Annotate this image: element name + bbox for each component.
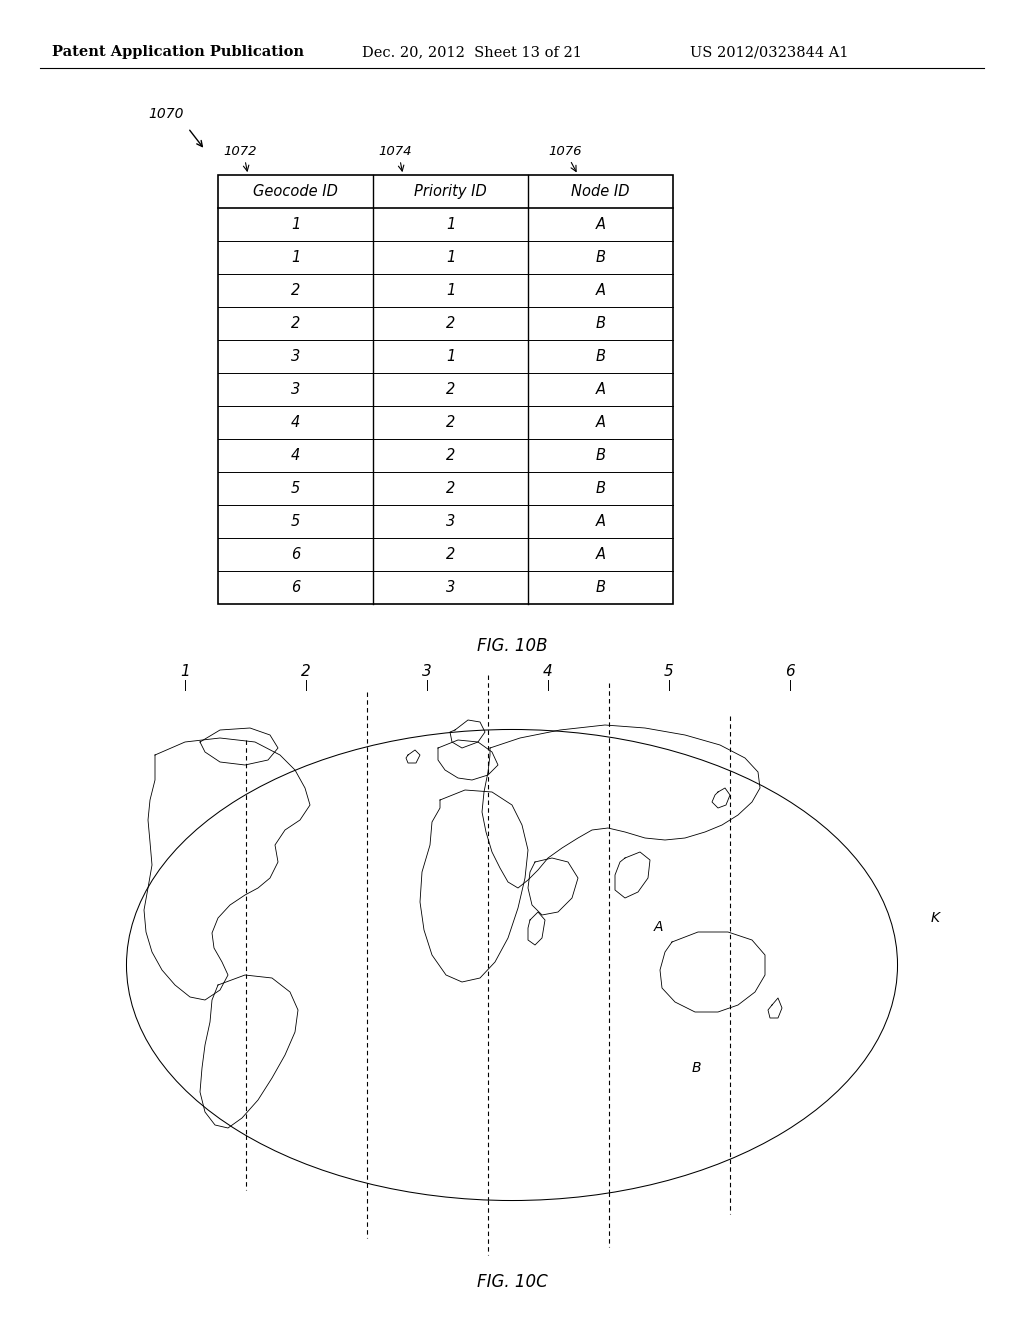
- Text: 1: 1: [291, 249, 300, 265]
- Text: 4: 4: [291, 414, 300, 430]
- Text: 2: 2: [291, 315, 300, 331]
- Text: 4: 4: [291, 447, 300, 463]
- Text: 1074: 1074: [378, 145, 412, 158]
- Text: 2: 2: [291, 282, 300, 298]
- Text: 2: 2: [445, 315, 455, 331]
- Text: 1: 1: [445, 282, 455, 298]
- Text: A: A: [596, 282, 605, 298]
- Text: 4: 4: [543, 664, 553, 680]
- Text: 2: 2: [445, 546, 455, 562]
- Text: 3: 3: [445, 513, 455, 529]
- Text: 1076: 1076: [548, 145, 582, 158]
- Text: B: B: [596, 348, 605, 364]
- Ellipse shape: [127, 730, 897, 1200]
- Text: 2: 2: [445, 381, 455, 397]
- Text: B: B: [596, 447, 605, 463]
- Text: 5: 5: [665, 664, 674, 680]
- Text: 6: 6: [291, 546, 300, 562]
- Text: A: A: [596, 546, 605, 562]
- Text: 6: 6: [291, 579, 300, 595]
- Text: A: A: [596, 216, 605, 232]
- Text: B: B: [596, 315, 605, 331]
- Text: 1: 1: [445, 348, 455, 364]
- Text: B: B: [692, 1061, 701, 1076]
- Text: A: A: [653, 920, 664, 935]
- Text: B: B: [596, 249, 605, 265]
- Text: 3: 3: [291, 348, 300, 364]
- Text: 2: 2: [301, 664, 311, 680]
- Text: Dec. 20, 2012  Sheet 13 of 21: Dec. 20, 2012 Sheet 13 of 21: [362, 45, 582, 59]
- Text: 1072: 1072: [223, 145, 256, 158]
- Text: FIG. 10B: FIG. 10B: [477, 638, 547, 655]
- Text: 1070: 1070: [148, 107, 183, 121]
- Text: Patent Application Publication: Patent Application Publication: [52, 45, 304, 59]
- Text: B: B: [596, 579, 605, 595]
- Text: 2: 2: [445, 447, 455, 463]
- Text: 1: 1: [445, 216, 455, 232]
- Text: 3: 3: [445, 579, 455, 595]
- Text: 6: 6: [785, 664, 795, 680]
- Text: 2: 2: [445, 480, 455, 496]
- Text: Node ID: Node ID: [571, 183, 630, 199]
- Text: A: A: [596, 414, 605, 430]
- Text: Geocode ID: Geocode ID: [253, 183, 338, 199]
- Text: K: K: [931, 911, 940, 925]
- Text: B: B: [596, 480, 605, 496]
- Text: 3: 3: [291, 381, 300, 397]
- Text: US 2012/0323844 A1: US 2012/0323844 A1: [690, 45, 849, 59]
- Text: 1: 1: [291, 216, 300, 232]
- Text: 1: 1: [180, 664, 189, 680]
- Text: 5: 5: [291, 480, 300, 496]
- Bar: [218, 176, 673, 605]
- Text: 3: 3: [422, 664, 432, 680]
- Text: 1: 1: [445, 249, 455, 265]
- Text: FIG. 10C: FIG. 10C: [476, 1272, 548, 1291]
- Text: A: A: [596, 381, 605, 397]
- Text: Priority ID: Priority ID: [414, 183, 486, 199]
- Text: A: A: [596, 513, 605, 529]
- Ellipse shape: [127, 730, 897, 1200]
- Text: 5: 5: [291, 513, 300, 529]
- Text: 2: 2: [445, 414, 455, 430]
